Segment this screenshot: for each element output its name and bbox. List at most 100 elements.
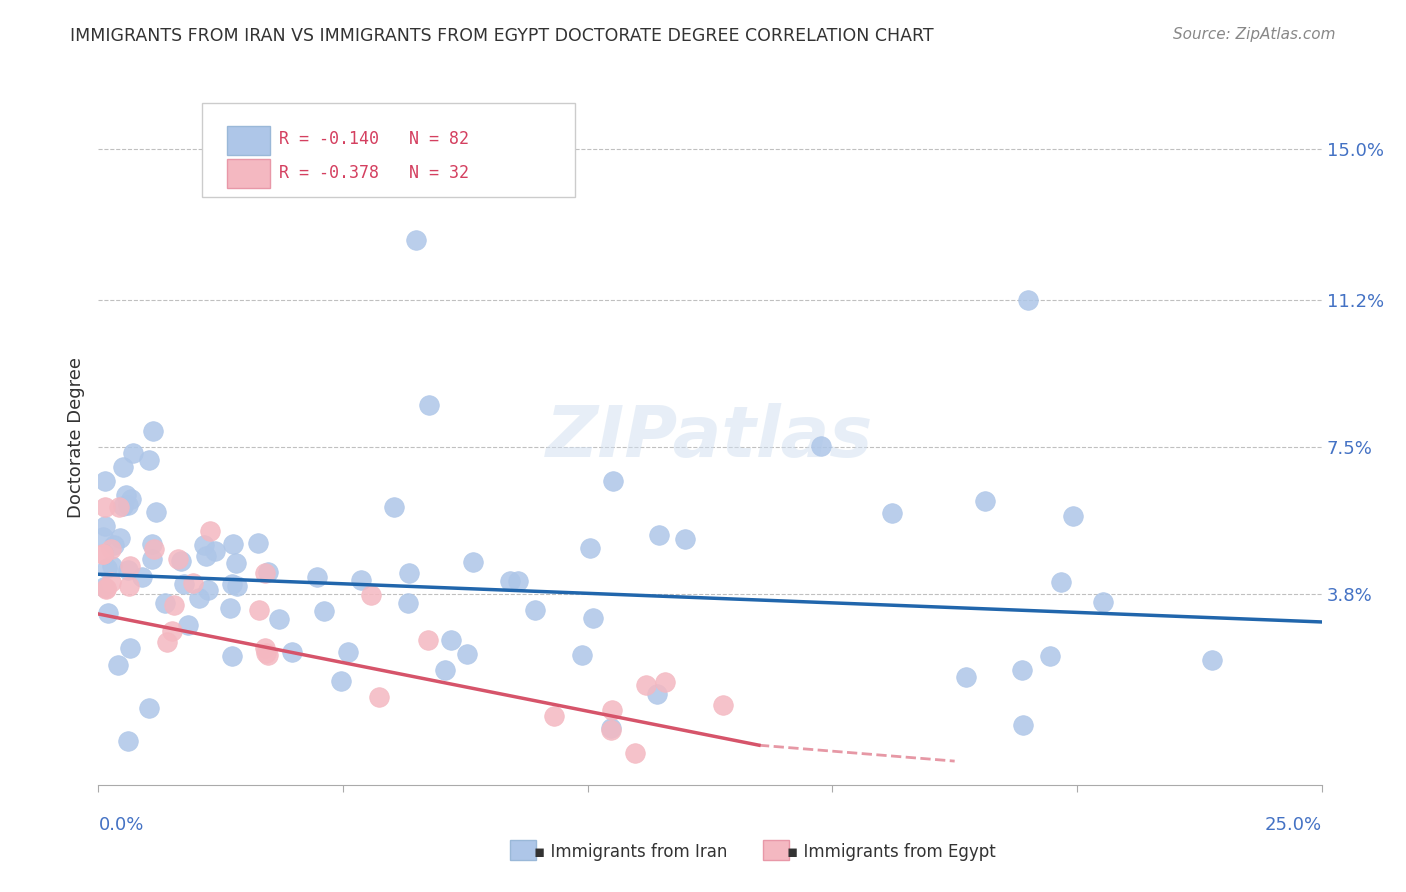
Point [103, 538, 125, 552]
Point [131, 569, 153, 583]
Point [221, 576, 243, 591]
Point [195, 549, 218, 563]
Point [100, 575, 122, 590]
Point [141, 552, 163, 566]
Point [94, 519, 117, 533]
Point [183, 576, 205, 591]
Point [254, 647, 277, 661]
Point [118, 579, 141, 593]
Point [256, 648, 278, 663]
Point [117, 563, 139, 577]
Point [434, 663, 457, 677]
Point [91, 530, 114, 544]
Point [579, 541, 602, 555]
Text: ▪ Immigrants from Egypt: ▪ Immigrants from Egypt [787, 843, 995, 861]
Point [1201, 653, 1223, 667]
Point [107, 500, 129, 514]
Point [1092, 595, 1115, 609]
Point [142, 541, 165, 556]
Point [543, 709, 565, 723]
Point [221, 648, 243, 663]
Point [145, 505, 167, 519]
Point [599, 723, 621, 738]
Point [118, 559, 141, 574]
Point [523, 603, 546, 617]
Point [600, 702, 623, 716]
Point [254, 641, 277, 656]
FancyBboxPatch shape [202, 103, 575, 197]
Point [330, 673, 353, 688]
Text: R = -0.140   N = 82: R = -0.140 N = 82 [280, 130, 470, 148]
Point [405, 233, 427, 247]
Point [173, 577, 195, 591]
Point [120, 640, 142, 655]
Point [600, 722, 623, 736]
Bar [226, 159, 270, 188]
Point [880, 506, 903, 520]
Point [396, 596, 419, 610]
Point [94, 474, 117, 488]
Point [382, 500, 405, 515]
Point [955, 669, 977, 683]
Text: Source: ZipAtlas.com: Source: ZipAtlas.com [1173, 27, 1336, 42]
Point [711, 698, 734, 713]
Point [269, 612, 291, 626]
Point [974, 494, 997, 508]
Bar [226, 126, 270, 155]
Point [571, 648, 593, 662]
Point [246, 535, 269, 549]
Point [1012, 718, 1035, 732]
Point [117, 734, 139, 748]
Point [112, 499, 135, 513]
Point [100, 541, 122, 556]
Point [256, 565, 278, 579]
Point [418, 398, 440, 412]
Point [120, 491, 142, 506]
Point [225, 556, 247, 570]
Point [673, 532, 696, 546]
Text: R = -0.378   N = 32: R = -0.378 N = 32 [280, 164, 470, 182]
Point [156, 635, 179, 649]
Point [440, 632, 463, 647]
Point [1038, 648, 1060, 663]
Point [96, 581, 118, 595]
Point [314, 604, 336, 618]
Point [582, 611, 605, 625]
Point [160, 624, 183, 638]
Y-axis label: Doctorate Degree: Doctorate Degree [66, 357, 84, 517]
Point [350, 573, 373, 587]
Point [602, 474, 624, 488]
Point [1011, 663, 1033, 677]
Point [107, 657, 129, 672]
Point [96, 561, 118, 575]
Point [155, 596, 177, 610]
Point [93, 580, 115, 594]
Point [307, 569, 329, 583]
Point [456, 647, 478, 661]
Point [222, 537, 245, 551]
Bar [763, 840, 789, 860]
Point [461, 555, 484, 569]
Point [115, 488, 138, 502]
Point [398, 566, 420, 580]
Point [280, 645, 302, 659]
Point [141, 537, 163, 551]
Point [226, 579, 249, 593]
Point [142, 424, 165, 438]
Point [1062, 509, 1084, 524]
Point [97, 607, 120, 621]
Text: 0.0%: 0.0% [98, 816, 143, 834]
Text: IMMIGRANTS FROM IRAN VS IMMIGRANTS FROM EGYPT DOCTORATE DEGREE CORRELATION CHART: IMMIGRANTS FROM IRAN VS IMMIGRANTS FROM … [70, 27, 934, 45]
Point [170, 553, 193, 567]
Point [177, 618, 200, 632]
Point [254, 566, 277, 580]
Point [122, 445, 145, 459]
Point [360, 588, 382, 602]
Text: 25.0%: 25.0% [1264, 816, 1322, 834]
Point [506, 574, 529, 588]
Point [198, 524, 221, 538]
Point [163, 598, 186, 612]
Point [1050, 575, 1073, 590]
Point [810, 439, 832, 453]
Point [648, 528, 671, 542]
